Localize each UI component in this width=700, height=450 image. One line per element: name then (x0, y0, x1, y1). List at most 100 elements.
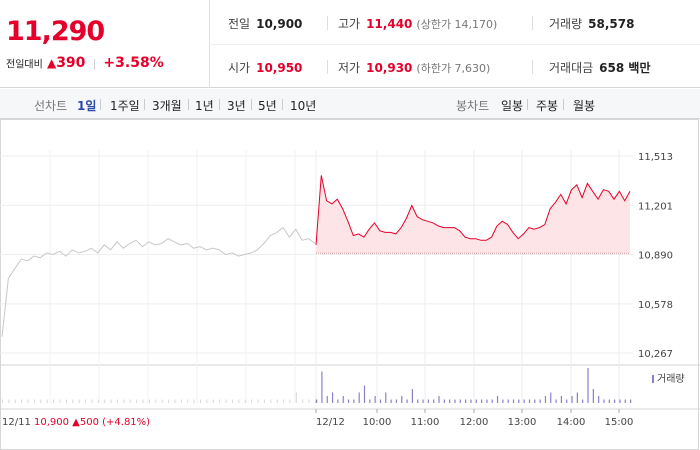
volume-bar (219, 399, 221, 403)
tab-divider (219, 99, 220, 110)
x-tick-label: 14:00 (557, 417, 586, 428)
tab-divider (563, 99, 564, 110)
price-box: 11,290 전일대비 ▲390 | +3.58% (0, 0, 210, 88)
volume-bar (528, 399, 531, 403)
low-label: 저가 (338, 61, 361, 75)
y-tick-label: 10,267 (638, 349, 673, 360)
volume-bar (486, 399, 488, 403)
volume-bar (587, 368, 589, 403)
volume-bar (110, 399, 112, 403)
volume-bar (502, 399, 504, 403)
volume-bar (193, 399, 195, 403)
tab-5y[interactable]: 5년 (258, 99, 277, 113)
volume-bar (276, 399, 278, 403)
volume-bar (555, 399, 557, 403)
volume-bar (59, 399, 61, 403)
volume-bar (475, 399, 477, 403)
volume-value: 58,578 (588, 17, 635, 31)
volume-bar (374, 396, 376, 403)
plot-area (1, 175, 631, 337)
open: 시가 10,950 (228, 59, 302, 76)
volume-bar (148, 399, 150, 403)
volume-bar (523, 399, 525, 403)
volume-bar (161, 399, 163, 403)
row-divider (211, 44, 700, 45)
volume-bar (550, 392, 552, 403)
prev-day-note: 12/11 10,900 ▲500 (+4.81%) (2, 417, 150, 428)
volume-bar (40, 399, 42, 403)
x-tick-label: 15:00 (605, 417, 634, 428)
volume-bar (78, 399, 80, 403)
lower-limit: (하한가 7,630) (416, 62, 491, 75)
divider (327, 60, 328, 74)
tab-1w[interactable]: 1주일 (110, 99, 140, 113)
volume-bar (244, 399, 246, 403)
tab-monthly-candle[interactable]: 월봉 (573, 99, 596, 113)
volume-bar (212, 399, 214, 403)
amount: 거래대금 658 백만 (549, 59, 650, 76)
price-chart: 11,513 11,201 10,890 10,578 10,267 거래량 12/12… (0, 119, 700, 450)
volume-bar (289, 399, 291, 403)
volume-bar (560, 396, 563, 403)
high-value: 11,440 (366, 17, 413, 31)
tab-10y[interactable]: 10년 (290, 99, 317, 113)
volume-bar (65, 399, 67, 403)
volume-bar (512, 399, 515, 403)
volume-bar (566, 399, 568, 403)
upper-limit: (상한가 14,170) (416, 18, 498, 31)
divider (327, 16, 328, 30)
volume-bar (347, 399, 350, 403)
amount-value: 658 백만 (599, 61, 651, 75)
volume-panel: 거래량 (2, 368, 685, 403)
volume-bar (608, 399, 610, 403)
x-tick-label: 12/12 (316, 417, 345, 428)
volume-bar (136, 399, 138, 403)
volume-bar (454, 399, 456, 403)
prev-close-label: 전일 (228, 17, 251, 31)
volume-bar (598, 396, 600, 403)
volume-bar (21, 399, 23, 403)
volume-bar (238, 399, 240, 403)
volume-bar (8, 399, 10, 403)
prev-close-value: 10,900 (256, 17, 303, 31)
volume-bar (427, 399, 429, 403)
tab-divider (527, 99, 528, 110)
line-chart-label: 선차트 (34, 99, 68, 113)
volume-bar (385, 392, 387, 403)
volume-bar (200, 399, 202, 403)
tab-weekly-candle[interactable]: 주봉 (536, 99, 559, 113)
tab-3y[interactable]: 3년 (227, 99, 246, 113)
volume-bar (14, 399, 16, 403)
volume-bar (46, 399, 48, 403)
tab-1d[interactable]: 1일 (77, 99, 97, 113)
volume-bar (116, 399, 118, 403)
volume-bar (283, 399, 285, 403)
tab-1y[interactable]: 1년 (195, 99, 214, 113)
tab-divider (282, 99, 283, 110)
volume-bar (2, 399, 3, 403)
volume-bar (379, 399, 382, 403)
tab-daily-candle[interactable]: 일봉 (501, 99, 524, 113)
volume: 거래량 58,578 (549, 15, 634, 32)
volume-bar (582, 399, 584, 403)
tab-3m[interactable]: 3개월 (152, 99, 182, 113)
y-tick-label: 11,513 (638, 152, 673, 163)
volume-bar (507, 399, 509, 403)
volume-bar (630, 399, 632, 403)
volume-legend-swatch (652, 375, 654, 383)
chart-period-tabs: 선차트 1일 1주일 3개월 1년 3년 5년 10년 봉차트 일봉 주봉 월봉 (0, 89, 700, 119)
current-price: 11,290 (6, 16, 105, 47)
volume-bar (603, 399, 605, 403)
volume-bar (315, 399, 316, 403)
low: 저가 10,930 (하한가 7,630) (338, 59, 490, 76)
change-label: 전일대비 (6, 59, 43, 71)
volume-bar (571, 396, 573, 403)
volume-bar (331, 392, 334, 403)
today-area (316, 175, 630, 253)
y-tick-label: 10,890 (638, 251, 673, 262)
volume-bar (168, 399, 170, 403)
change-row: 전일대비 ▲390 | +3.58% (6, 55, 164, 71)
volume-bar (129, 399, 131, 403)
up-triangle-icon: ▲ (46, 56, 57, 70)
volume-bar (358, 392, 360, 403)
